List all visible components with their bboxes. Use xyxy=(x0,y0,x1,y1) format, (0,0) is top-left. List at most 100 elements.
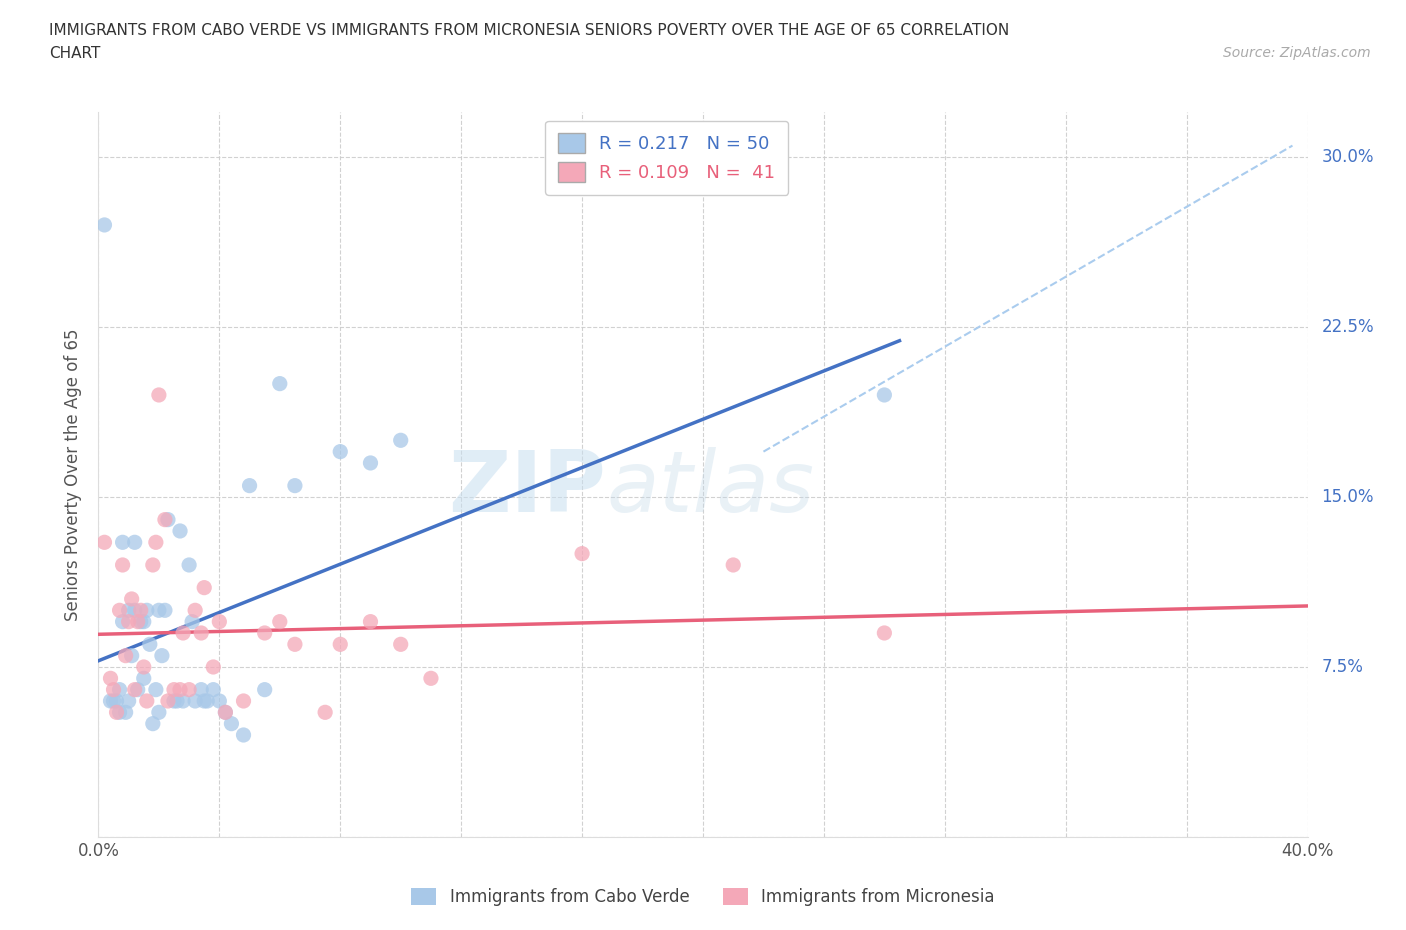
Point xyxy=(190,683,212,698)
Point xyxy=(389,637,412,652)
Point xyxy=(284,478,307,493)
Point xyxy=(184,603,207,618)
Text: 15.0%: 15.0% xyxy=(1322,488,1374,506)
Y-axis label: Seniors Poverty Over the Age of 65: Seniors Poverty Over the Age of 65 xyxy=(65,328,83,620)
Point xyxy=(129,614,152,629)
Point xyxy=(124,535,146,550)
Point xyxy=(127,683,149,698)
Point xyxy=(177,558,201,573)
Point xyxy=(239,478,262,493)
Point xyxy=(111,535,134,550)
Point xyxy=(100,671,122,685)
Point xyxy=(139,637,162,652)
Point xyxy=(163,683,186,698)
Point xyxy=(100,694,122,709)
Legend: R = 0.217   N = 50, R = 0.109   N =  41: R = 0.217 N = 50, R = 0.109 N = 41 xyxy=(546,121,789,194)
Point xyxy=(105,694,128,709)
Point xyxy=(142,558,165,573)
Point xyxy=(145,683,167,698)
Point xyxy=(214,705,236,720)
Point xyxy=(172,626,194,641)
Point xyxy=(329,445,352,459)
Point xyxy=(132,659,155,674)
Point xyxy=(93,218,115,232)
Point xyxy=(269,614,291,629)
Text: atlas: atlas xyxy=(606,447,814,530)
Point xyxy=(135,694,157,709)
Point xyxy=(253,683,276,698)
Point xyxy=(202,683,225,698)
Point xyxy=(284,637,307,652)
Point xyxy=(232,727,254,742)
Point xyxy=(124,683,146,698)
Point xyxy=(103,683,125,698)
Point xyxy=(193,580,215,595)
Point xyxy=(193,694,215,709)
Point xyxy=(329,637,352,652)
Point xyxy=(148,705,170,720)
Point xyxy=(232,694,254,709)
Point xyxy=(153,603,176,618)
Point xyxy=(156,512,179,527)
Point xyxy=(184,694,207,709)
Point xyxy=(172,694,194,709)
Text: Source: ZipAtlas.com: Source: ZipAtlas.com xyxy=(1223,46,1371,60)
Point xyxy=(111,558,134,573)
Point xyxy=(103,694,125,709)
Point xyxy=(360,614,382,629)
Point xyxy=(169,524,191,538)
Point xyxy=(721,558,744,573)
Point xyxy=(177,683,201,698)
Text: ZIP: ZIP xyxy=(449,447,606,530)
Point xyxy=(135,603,157,618)
Point xyxy=(181,614,204,629)
Point xyxy=(121,648,143,663)
Point xyxy=(202,659,225,674)
Point xyxy=(108,705,131,720)
Point xyxy=(169,683,191,698)
Point xyxy=(93,535,115,550)
Point xyxy=(166,694,188,709)
Point xyxy=(873,388,896,403)
Point xyxy=(118,694,141,709)
Point xyxy=(214,705,236,720)
Point xyxy=(195,694,218,709)
Point xyxy=(253,626,276,641)
Point xyxy=(132,671,155,685)
Point xyxy=(148,388,170,403)
Point xyxy=(150,648,173,663)
Point xyxy=(118,614,141,629)
Point xyxy=(105,705,128,720)
Point xyxy=(208,614,231,629)
Text: IMMIGRANTS FROM CABO VERDE VS IMMIGRANTS FROM MICRONESIA SENIORS POVERTY OVER TH: IMMIGRANTS FROM CABO VERDE VS IMMIGRANTS… xyxy=(49,23,1010,38)
Text: CHART: CHART xyxy=(49,46,101,61)
Point xyxy=(360,456,382,471)
Point xyxy=(208,694,231,709)
Point xyxy=(142,716,165,731)
Point xyxy=(221,716,243,731)
Text: 22.5%: 22.5% xyxy=(1322,318,1374,336)
Point xyxy=(156,694,179,709)
Point xyxy=(873,626,896,641)
Point xyxy=(163,694,186,709)
Text: 30.0%: 30.0% xyxy=(1322,148,1374,166)
Point xyxy=(153,512,176,527)
Point xyxy=(118,603,141,618)
Legend: Immigrants from Cabo Verde, Immigrants from Micronesia: Immigrants from Cabo Verde, Immigrants f… xyxy=(405,881,1001,912)
Point xyxy=(389,432,412,447)
Point xyxy=(108,683,131,698)
Point xyxy=(114,648,136,663)
Point xyxy=(571,546,593,561)
Point xyxy=(190,626,212,641)
Point xyxy=(419,671,441,685)
Text: 7.5%: 7.5% xyxy=(1322,658,1364,676)
Point xyxy=(108,603,131,618)
Point xyxy=(129,603,152,618)
Point xyxy=(124,603,146,618)
Point xyxy=(121,591,143,606)
Point xyxy=(148,603,170,618)
Point xyxy=(269,376,291,391)
Point xyxy=(114,705,136,720)
Point xyxy=(132,614,155,629)
Point xyxy=(111,614,134,629)
